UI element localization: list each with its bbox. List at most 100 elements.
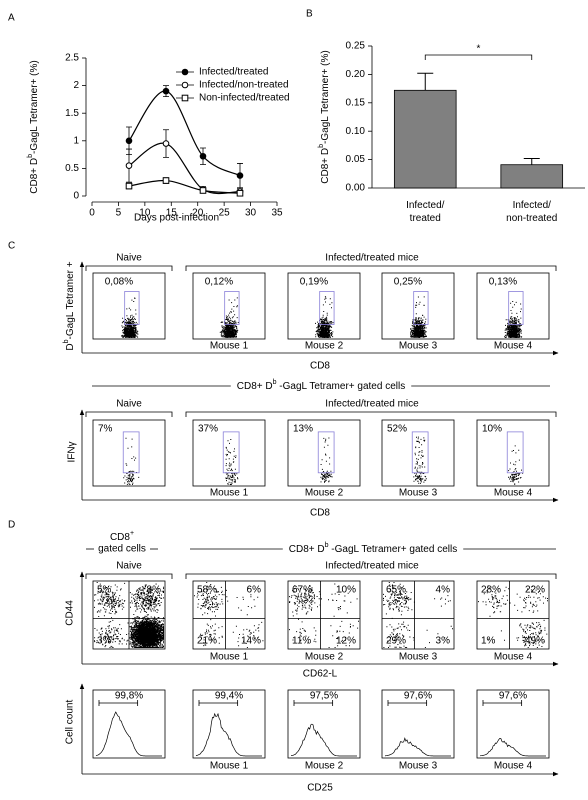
x-tick-label: Infected/treated <box>406 200 445 224</box>
histogram-gate <box>98 700 139 706</box>
gate-percent: 0,13% <box>489 277 517 288</box>
data-point <box>236 172 244 179</box>
gate-percent: 99,8% <box>115 691 143 702</box>
y-axis-label-part: -GagL Tetramer + <box>65 261 76 339</box>
gate-percent: 97,5% <box>310 691 338 702</box>
x-tick-label: 35 <box>271 208 283 219</box>
quadrant-percent: 49% <box>525 636 545 647</box>
legend-marker <box>181 94 189 102</box>
gate-percent: 13% <box>293 424 313 435</box>
mouse-label: Mouse 1 <box>210 341 249 352</box>
plot-frame <box>476 689 550 759</box>
event-dots <box>315 296 334 338</box>
group-label: Naive <box>116 561 142 572</box>
quadrant-percent: 3% <box>436 636 451 647</box>
x-tick-label-line: treated <box>410 213 441 224</box>
error-bar <box>523 157 540 165</box>
x-tick-label-line: Infected/ <box>406 200 445 211</box>
y-axis-label-part: CD8+ D <box>320 148 331 184</box>
naive-header-part: CD8 <box>110 532 130 543</box>
group-label: Infected/treated mice <box>325 561 419 572</box>
legend-marker <box>181 68 189 76</box>
gate <box>319 291 335 325</box>
y-tick-label: 0.25 <box>346 41 366 52</box>
event-dots <box>410 296 427 338</box>
y-axis-label-part: D <box>65 343 76 350</box>
gate-percent: 52% <box>387 424 407 435</box>
section-header-part: b <box>325 542 329 549</box>
quadrant-percent: 28% <box>481 585 501 596</box>
group-label: Infected/treated mice <box>325 399 419 410</box>
histogram-curve <box>290 723 357 757</box>
quadrant-percent: 22% <box>525 585 545 596</box>
y-axis-label-part: CD8+ D <box>29 158 40 194</box>
y-tick-label: 2 <box>73 80 79 91</box>
section-header-part: -GagL Tetramer+ gated cells <box>329 544 458 555</box>
quadrant-percent: 4% <box>436 585 451 596</box>
bar <box>393 89 457 189</box>
event-dots <box>225 439 239 485</box>
y-tick-label: 1 <box>73 135 79 146</box>
x-tick-label-line: Infected/ <box>513 200 552 211</box>
series-line <box>128 179 241 194</box>
plot-frame <box>192 419 266 487</box>
y-axis-label-part: b <box>63 339 70 343</box>
mouse-label: Mouse 4 <box>494 341 533 352</box>
bar <box>500 164 564 189</box>
y-tick-label: 0.15 <box>346 97 366 108</box>
series-line <box>128 142 241 195</box>
mouse-label: Mouse 1 <box>210 488 249 499</box>
quadrant-percent: 65% <box>386 585 406 596</box>
y-axis-label-part: b <box>27 154 34 158</box>
group-label: Naive <box>116 399 142 410</box>
y-tick-label: 2.5 <box>65 53 79 64</box>
panel-label: B <box>306 9 313 20</box>
x-tick-label: 5 <box>116 208 122 219</box>
x-tick-label: 10 <box>139 208 151 219</box>
plot-frame <box>381 689 455 759</box>
gate-percent: 0,19% <box>300 277 328 288</box>
quadrant-percent: 8% <box>147 585 162 596</box>
quadrant-percent: 67% <box>292 585 312 596</box>
y-axis-label: Db-GagL Tetramer + <box>63 261 75 350</box>
quadrant-percent: 6% <box>247 585 262 596</box>
y-axis-label-part: b <box>318 144 325 148</box>
x-tick-label: 0 <box>89 208 95 219</box>
section-header: CD8+ Db -GagL Tetramer+ gated cells <box>289 542 457 554</box>
x-axis-label: Days post-infection <box>134 213 219 224</box>
legend-label: Non-infected/treated <box>199 93 290 104</box>
histogram-curve <box>479 738 546 757</box>
x-tick-label: 15 <box>166 208 178 219</box>
y-axis-label: CD44 <box>65 600 76 626</box>
mouse-label: Mouse 4 <box>494 488 533 499</box>
x-tick-label: 25 <box>219 208 231 219</box>
naive-header-part: + <box>130 530 134 537</box>
data-point <box>162 177 170 184</box>
y-axis-label: CD8+ Db-GagL Tetramer+ (%) <box>27 60 39 193</box>
gate <box>124 291 140 325</box>
section-header-part: CD8+ D <box>237 381 273 392</box>
quadrant-percent: 1% <box>481 636 496 647</box>
histogram-gate <box>293 700 334 706</box>
event-dots <box>320 437 333 483</box>
histogram-gate <box>387 700 428 706</box>
plot-frame <box>92 689 166 759</box>
naive-subheader: gated cells <box>98 544 146 555</box>
mouse-label: Mouse 3 <box>399 488 438 499</box>
group-label: Infected/treated mice <box>325 253 419 264</box>
legend-label: Infected/non-treated <box>199 80 289 91</box>
histogram-curve <box>95 711 162 757</box>
mouse-label: Mouse 4 <box>494 652 533 663</box>
naive-header: CD8+ <box>110 530 134 542</box>
y-axis-label-part: -GagL Tetramer+ (%) <box>29 60 40 154</box>
panel-label: D <box>8 520 15 531</box>
x-axis-label: CD8 <box>310 361 330 372</box>
section-header: CD8+ Db -GagL Tetramer+ gated cells <box>237 379 405 391</box>
data-point <box>236 189 244 197</box>
panel-label: C <box>8 241 15 252</box>
quadrant-percent: 10% <box>336 585 356 596</box>
plot-frame <box>476 580 550 650</box>
data-point <box>162 140 170 147</box>
quadrant-percent: 11% <box>292 636 311 647</box>
